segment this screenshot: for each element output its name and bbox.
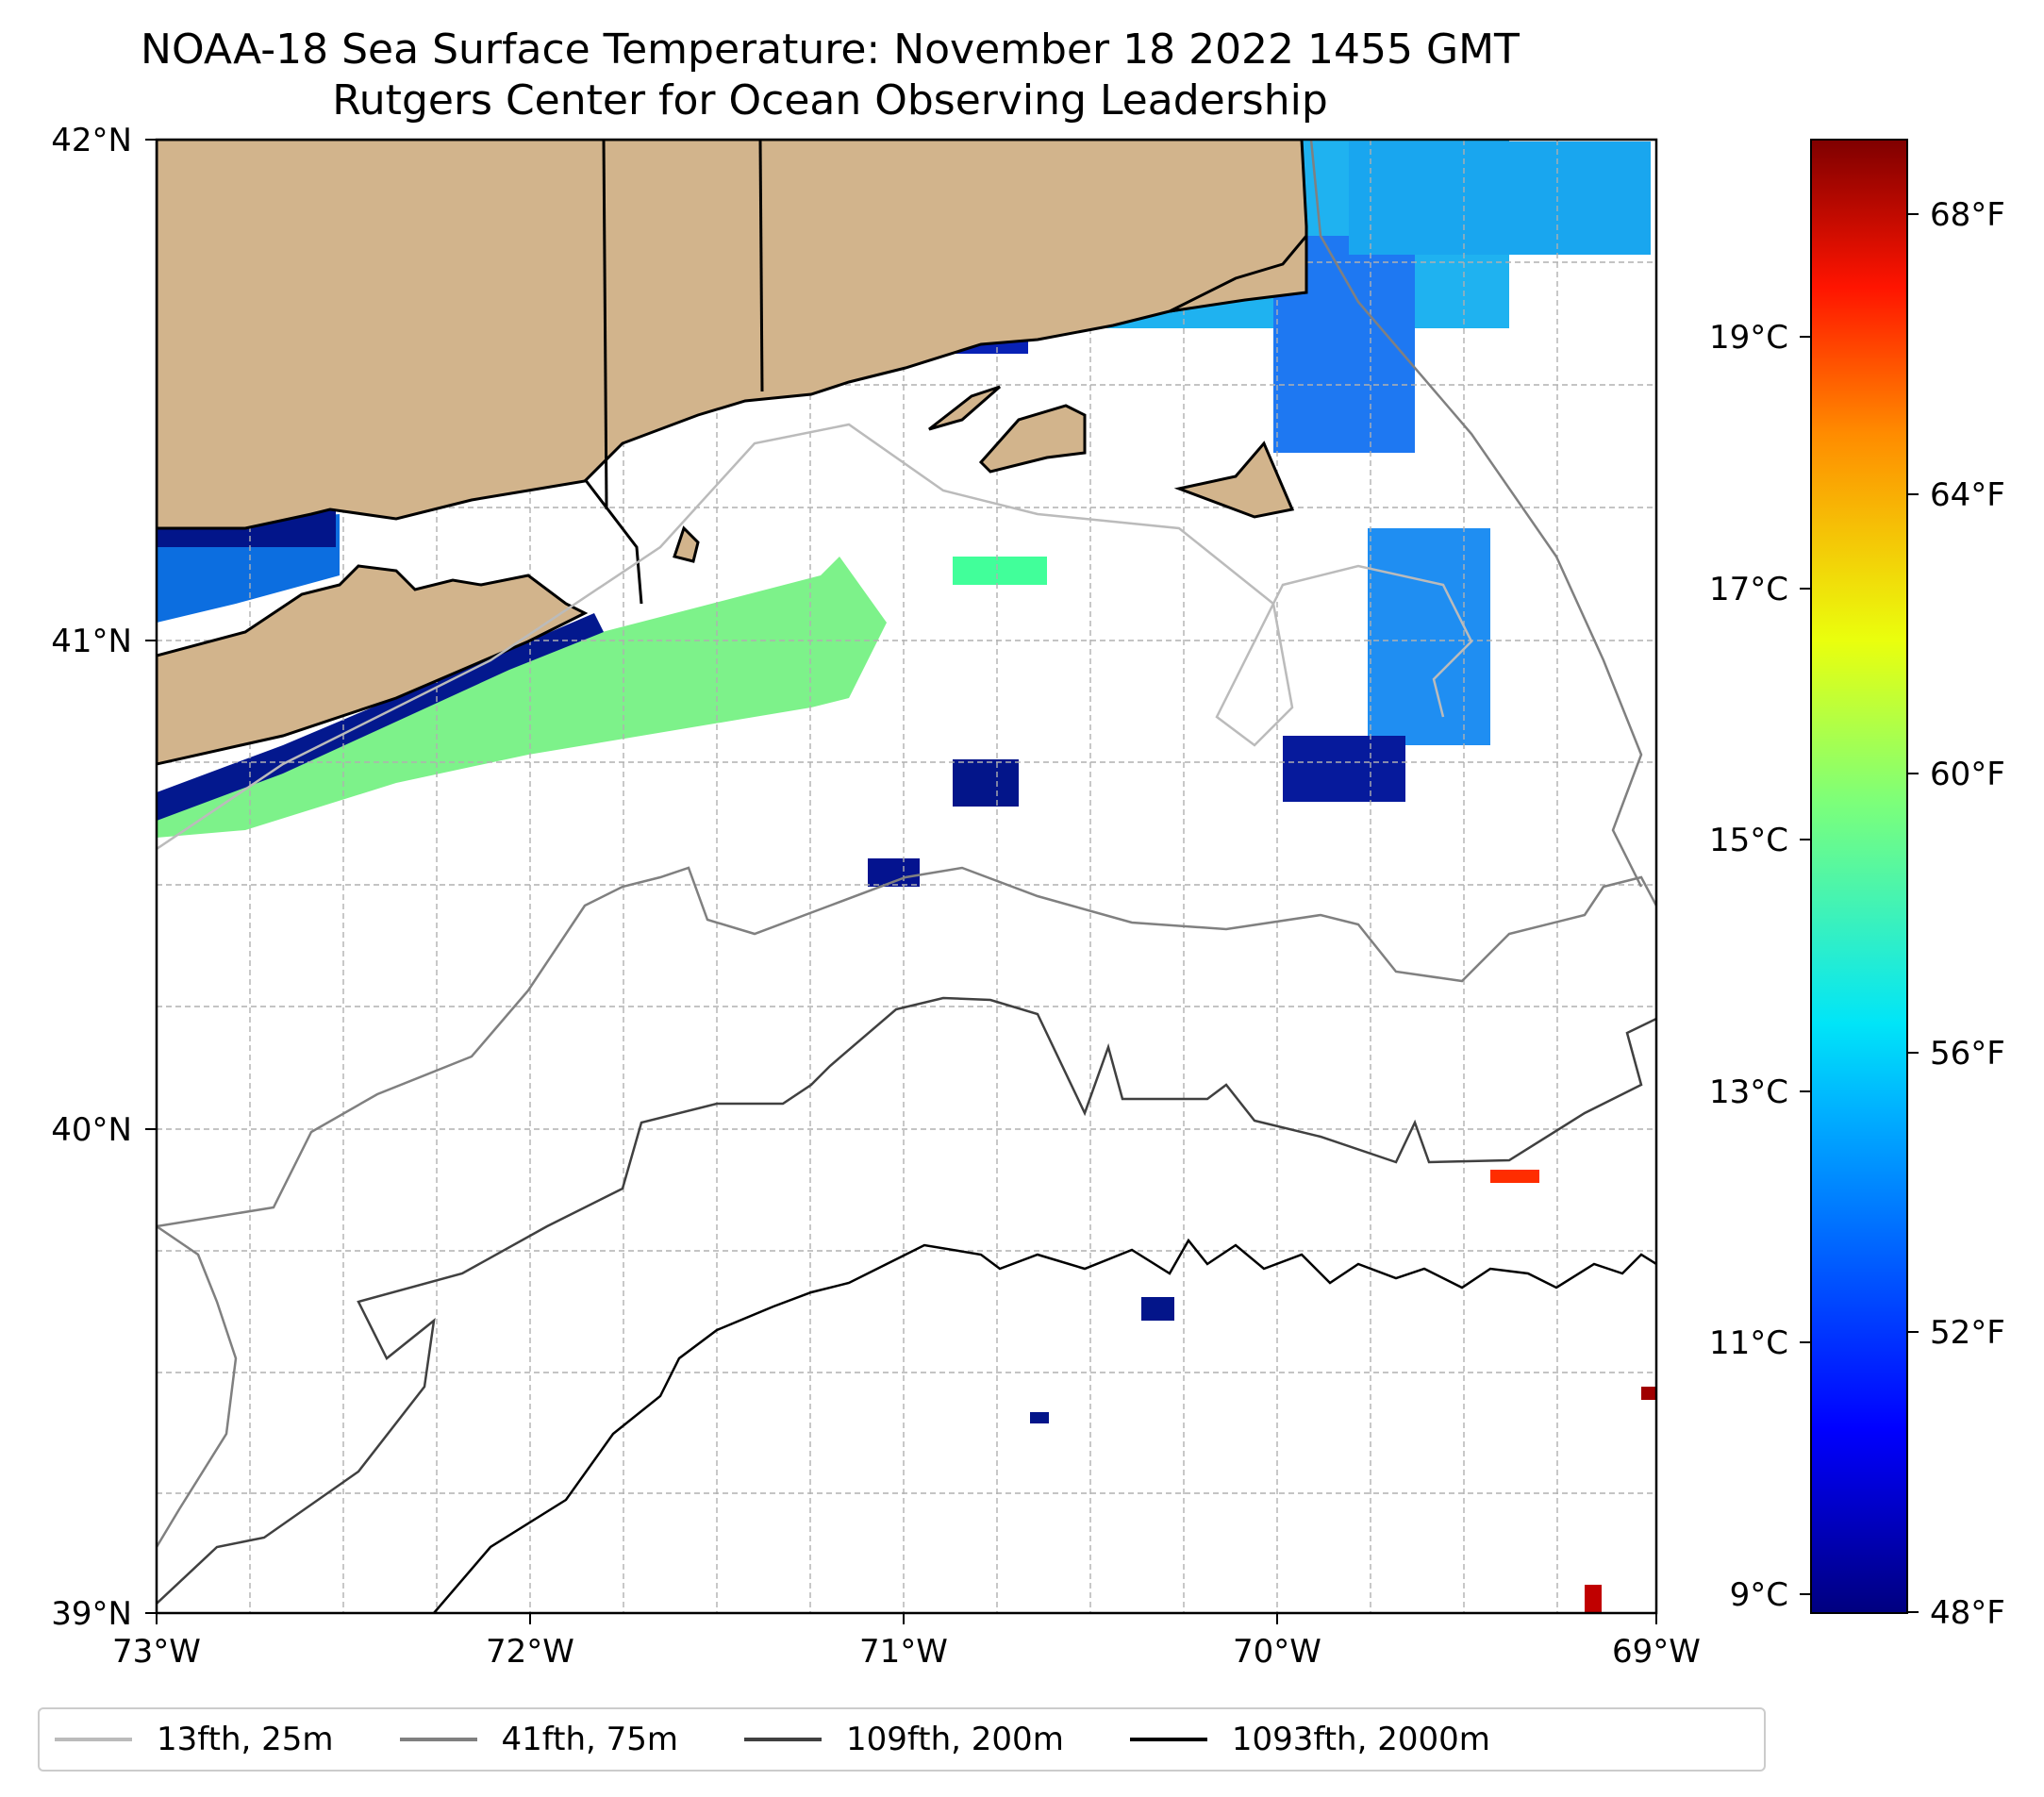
plot-frame [155, 138, 1658, 1615]
nantucket [1173, 441, 1295, 519]
colorbar-fahrenheit-label: 48°F [1930, 1594, 2005, 1632]
sst-patch [157, 557, 887, 838]
colorbar-celsius-label: 11°C [1709, 1324, 1788, 1362]
cape-cod [1169, 231, 1308, 313]
legend-item: 13fth, 25m [55, 1721, 334, 1758]
sst-patch [953, 557, 1047, 585]
colorbar-fahrenheit-label: 60°F [1930, 756, 2005, 793]
legend-item: 109fth, 200m [744, 1721, 1064, 1758]
state-borders [583, 140, 764, 605]
elizabeth-islands [928, 385, 1001, 431]
legend-label: 13fth, 25m [157, 1721, 334, 1758]
colorbar-fahrenheit-label: 56°F [1930, 1035, 2005, 1073]
legend-label: 1093fth, 2000m [1231, 1721, 1490, 1758]
x-tick-label: 73°W [112, 1633, 201, 1671]
legend-label: 109fth, 200m [846, 1721, 1064, 1758]
colorbar [1810, 139, 1908, 1614]
legend: 13fth, 25m 41fth, 75m 109fth, 200m 1093f… [38, 1707, 1766, 1772]
colorbar-celsius-label: 9°C [1730, 1576, 1788, 1614]
colorbar-celsius-label: 15°C [1709, 822, 1788, 859]
legend-swatch [1129, 1738, 1207, 1741]
marthas-vineyard [978, 404, 1087, 474]
colorbar-fahrenheit-label: 68°F [1930, 196, 2005, 234]
sst-patch [1490, 1170, 1539, 1183]
legend-label: 41fth, 75m [501, 1721, 679, 1758]
x-tick-label: 70°W [1233, 1633, 1321, 1671]
legend-swatch [399, 1738, 477, 1741]
colorbar-celsius-label: 19°C [1709, 319, 1788, 357]
sst-patch [1641, 1387, 1656, 1400]
contour-200m [157, 996, 1656, 1605]
axis-ticks [145, 139, 1657, 1624]
land [157, 140, 1308, 766]
colorbar-fahrenheit-label: 52°F [1930, 1314, 2005, 1352]
sst-patch [1283, 736, 1405, 802]
x-tick-label: 69°W [1612, 1633, 1701, 1671]
contour-2000m [433, 1238, 1656, 1613]
block-island [673, 525, 700, 563]
sst-patch [953, 759, 1019, 807]
contour-75m [157, 140, 1656, 1548]
colorbar-celsius-label: 13°C [1709, 1073, 1788, 1111]
colorbar-ticks [1800, 213, 1919, 1613]
legend-swatch [55, 1738, 132, 1741]
sst-patch [1349, 141, 1651, 255]
x-tick-label: 72°W [486, 1633, 574, 1671]
legend-swatch [744, 1738, 823, 1741]
y-tick-label: 40°N [51, 1111, 132, 1149]
chart-title: NOAA-18 Sea Surface Temperature: Novembe… [141, 25, 1520, 74]
y-tick-label: 41°N [51, 623, 132, 660]
x-tick-label: 71°W [859, 1633, 948, 1671]
sst-patch [1030, 1412, 1049, 1423]
long-island [157, 564, 589, 766]
colorbar-fahrenheit-label: 64°F [1930, 476, 2005, 514]
sst-patch [1368, 528, 1490, 745]
sst-patch [157, 613, 604, 821]
y-tick-label: 42°N [51, 122, 132, 159]
contour-25m [157, 423, 1473, 851]
chart-subtitle: Rutgers Center for Ocean Observing Leade… [332, 76, 1328, 125]
sst-patch [1141, 1297, 1174, 1321]
sst-patch [1585, 1585, 1602, 1613]
legend-item: 41fth, 75m [399, 1721, 679, 1758]
colorbar-celsius-label: 17°C [1709, 571, 1788, 608]
legend-item: 1093fth, 2000m [1129, 1721, 1490, 1758]
y-tick-label: 39°N [51, 1595, 132, 1633]
map-area [157, 140, 1656, 1613]
